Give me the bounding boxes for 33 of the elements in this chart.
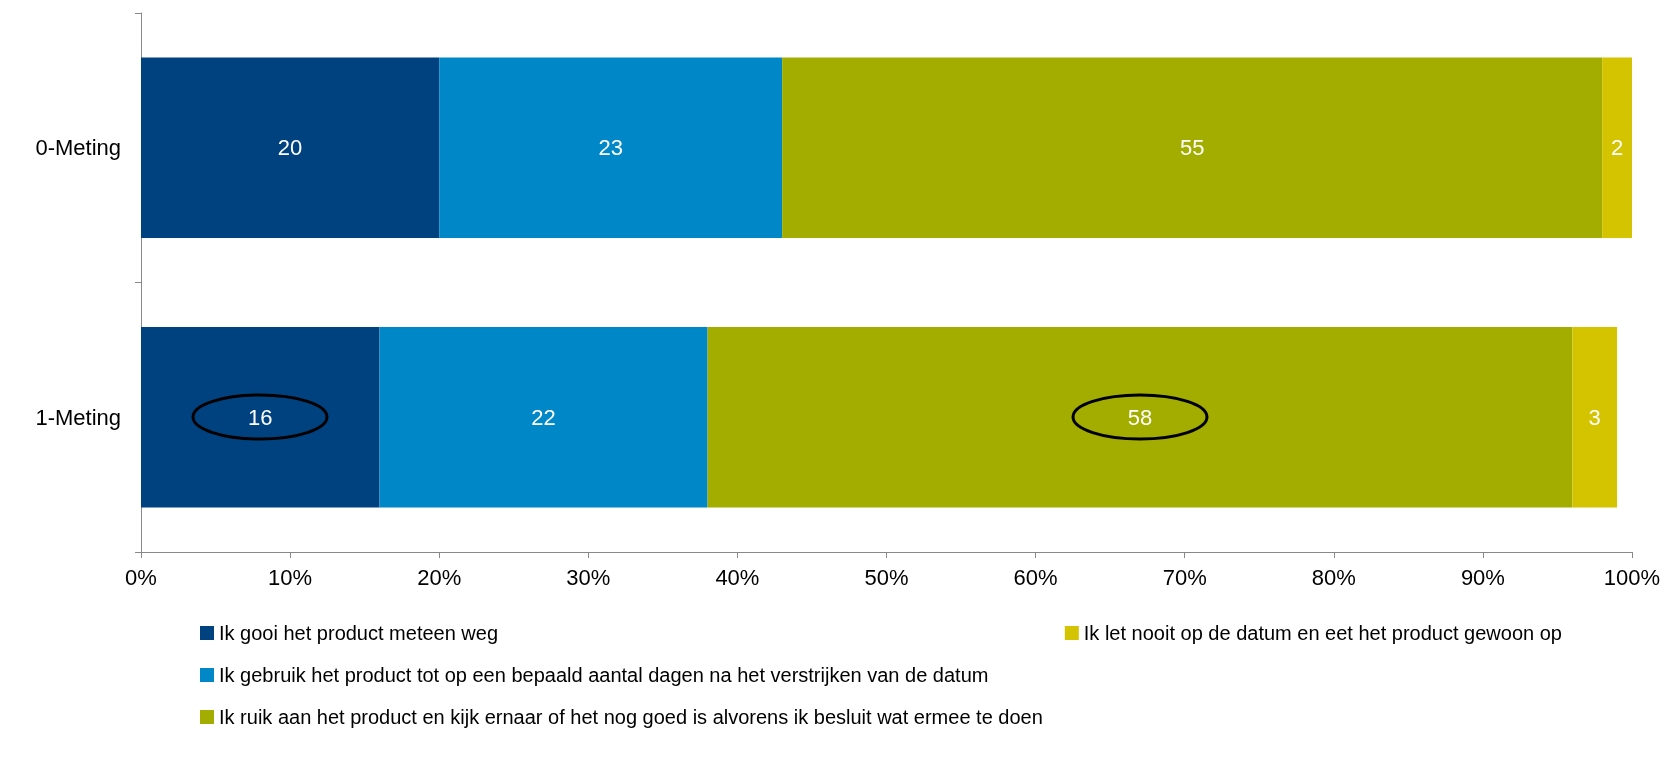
data-label: 22 bbox=[531, 404, 556, 430]
x-tick-label: 90% bbox=[1460, 564, 1505, 590]
y-tick-label: 1-Meting bbox=[35, 404, 121, 430]
x-tick-label: 0% bbox=[125, 564, 157, 590]
x-tick-label: 60% bbox=[1013, 564, 1058, 590]
bar bbox=[379, 326, 708, 508]
bar bbox=[141, 326, 380, 508]
data-label: 20 bbox=[277, 135, 303, 161]
x-tick-label: 10% bbox=[268, 564, 313, 590]
bar bbox=[1602, 57, 1632, 239]
x-tick-label: 100% bbox=[1603, 564, 1661, 590]
x-tick-label: 70% bbox=[1162, 564, 1207, 590]
data-label: 23 bbox=[598, 135, 623, 161]
legend-label: Ik gebruik het product tot op een bepaald aantal dagen na het verstrijken van de datum bbox=[219, 664, 989, 686]
data-label: 2 bbox=[1610, 135, 1624, 161]
x-tick-label: 50% bbox=[864, 564, 909, 590]
bar bbox=[439, 57, 783, 239]
bar bbox=[782, 57, 1603, 239]
data-label: 58 bbox=[1127, 404, 1153, 430]
legend-label: Ik gooi het product meteen weg bbox=[219, 622, 499, 644]
data-label: 16 bbox=[248, 404, 273, 430]
y-tick-label: 0-Meting bbox=[35, 135, 121, 161]
bar bbox=[707, 326, 1573, 508]
x-tick-label: 40% bbox=[715, 564, 760, 590]
bar bbox=[141, 57, 440, 239]
data-label: 55 bbox=[1179, 135, 1205, 161]
x-tick-label: 80% bbox=[1311, 564, 1356, 590]
x-tick-label: 20% bbox=[417, 564, 462, 590]
x-tick-label: 30% bbox=[566, 564, 611, 590]
bar bbox=[1572, 326, 1618, 508]
legend-label: Ik let nooit op de datum en eet het product gewoon op bbox=[1083, 622, 1562, 644]
data-label: 3 bbox=[1588, 404, 1601, 430]
legend-label: Ik ruik aan het product en kijk ernaar of het nog goed is alvorens ik besluit wat ermee te doen bbox=[219, 706, 1043, 728]
